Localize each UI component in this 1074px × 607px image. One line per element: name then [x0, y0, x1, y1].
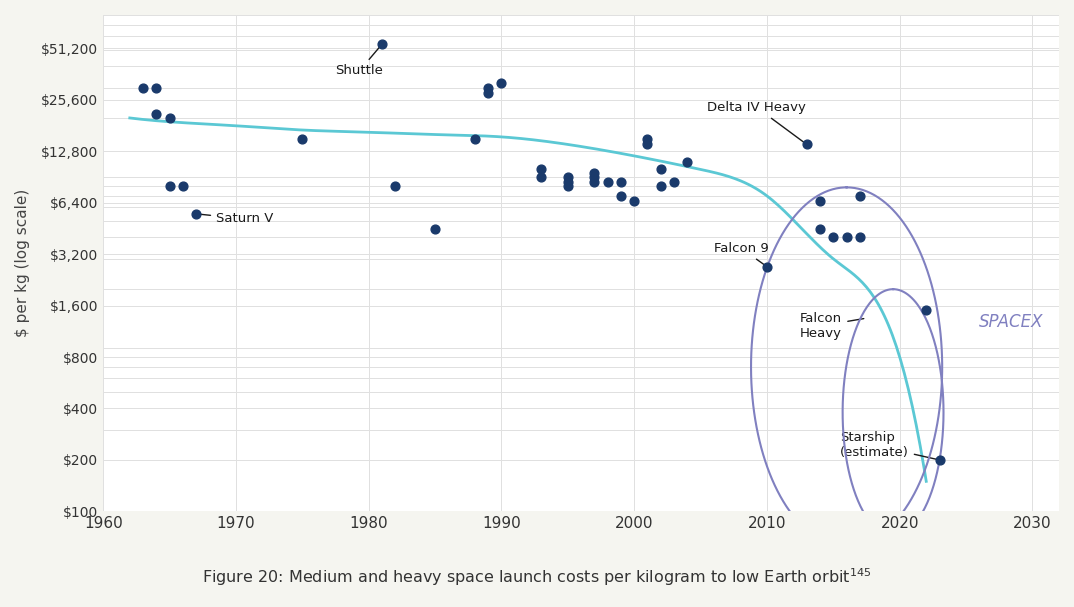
Point [679, 157, 696, 167]
Point [294, 135, 311, 144]
Point [639, 135, 656, 144]
Point [374, 39, 391, 49]
Point [161, 113, 178, 123]
Point [626, 197, 643, 206]
Text: Delta IV Heavy: Delta IV Heavy [707, 101, 807, 143]
Point [148, 109, 165, 119]
Point [560, 172, 577, 182]
Text: SPACEX: SPACEX [979, 313, 1044, 331]
Point [917, 305, 934, 315]
Point [852, 232, 869, 242]
Point [666, 177, 683, 186]
Point [480, 83, 497, 93]
Point [426, 224, 444, 234]
Point [585, 172, 603, 182]
Point [387, 181, 404, 191]
Point [560, 181, 577, 191]
Point [812, 197, 829, 206]
Point [466, 135, 483, 144]
Point [639, 140, 656, 149]
Point [161, 181, 178, 191]
Point [174, 181, 191, 191]
Text: Figure 20: Medium and heavy space launch costs per kilogram to low Earth orbit$^: Figure 20: Medium and heavy space launch… [202, 566, 872, 588]
Text: Saturn V: Saturn V [199, 212, 274, 225]
Point [599, 177, 616, 186]
Text: Starship
(estimate): Starship (estimate) [840, 432, 937, 459]
Point [758, 262, 775, 271]
Point [533, 164, 550, 174]
Point [533, 172, 550, 182]
Point [931, 455, 948, 465]
Point [585, 168, 603, 178]
Point [612, 177, 629, 186]
Text: Falcon 9: Falcon 9 [714, 242, 769, 265]
Point [134, 83, 151, 93]
Point [652, 181, 669, 191]
Point [480, 88, 497, 98]
Point [652, 164, 669, 174]
Point [188, 209, 205, 219]
Text: Falcon
Heavy: Falcon Heavy [800, 312, 863, 340]
Point [852, 191, 869, 201]
Point [825, 232, 842, 242]
Point [560, 177, 577, 186]
Point [612, 191, 629, 201]
Point [585, 177, 603, 186]
Point [798, 140, 815, 149]
Point [148, 83, 165, 93]
Point [493, 78, 510, 88]
Text: Shuttle: Shuttle [335, 46, 383, 77]
Point [838, 232, 855, 242]
Point [812, 224, 829, 234]
Y-axis label: $ per kg (log scale): $ per kg (log scale) [15, 189, 30, 337]
